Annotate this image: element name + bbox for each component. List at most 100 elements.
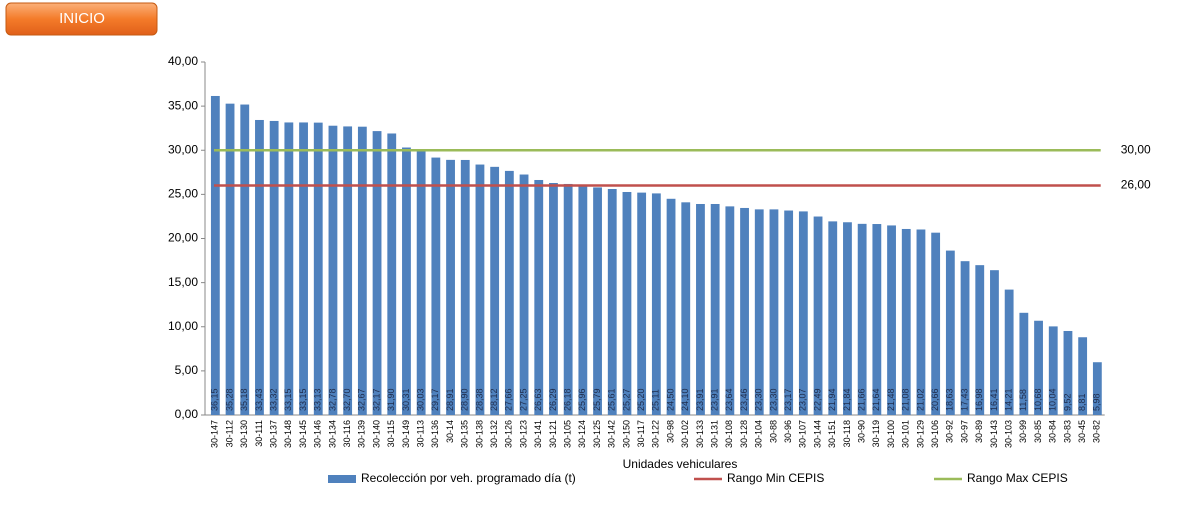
legend-swatch (328, 475, 356, 483)
x-tick-label: 30-140 (371, 420, 381, 448)
value-label: 21,08 (901, 388, 911, 411)
x-tick-label: 30-105 (563, 420, 573, 448)
bar (931, 232, 941, 415)
x-tick-label: 30-84 (1048, 420, 1058, 443)
y-tick-label: 15,00 (168, 275, 198, 289)
bar (857, 223, 867, 415)
x-tick-label: 30-124 (577, 420, 587, 448)
value-label: 33,43 (254, 388, 264, 411)
bar (607, 188, 617, 415)
x-tick-label: 30-118 (842, 420, 852, 447)
bar (372, 131, 382, 416)
x-tick-label: 30-150 (621, 420, 631, 448)
value-label: 23,64 (724, 388, 734, 411)
value-label: 30,31 (401, 388, 411, 411)
value-label: 29,17 (430, 388, 440, 411)
value-label: 23,91 (695, 388, 705, 411)
value-label: 23,91 (710, 388, 720, 411)
x-tick-label: 30-102 (680, 420, 690, 448)
bar (313, 122, 323, 415)
bar (901, 228, 911, 415)
value-label: 10,68 (1033, 388, 1043, 411)
x-tick-label: 30-107 (798, 420, 808, 448)
value-label: 23,30 (754, 388, 764, 411)
value-label: 26,29 (548, 388, 558, 411)
bar (519, 174, 529, 415)
value-label: 16,41 (989, 388, 999, 411)
bar (504, 170, 514, 415)
x-tick-label: 30-45 (1077, 420, 1087, 443)
value-label: 32,70 (342, 388, 352, 411)
x-tick-label: 30-145 (298, 420, 308, 448)
value-label: 24,10 (680, 388, 690, 411)
x-tick-label: 30-128 (739, 420, 749, 448)
x-tick-label: 30-146 (313, 420, 323, 448)
bar (798, 211, 808, 415)
bar (1004, 289, 1014, 415)
x-tick-label: 30-112 (224, 420, 234, 447)
bar (328, 125, 338, 416)
legend-label: Recolección por veh. programado día (t) (361, 471, 576, 485)
x-tick-label: 30-88 (768, 420, 778, 443)
legend-label: Rango Min CEPIS (727, 471, 824, 485)
x-tick-label: 30-133 (695, 420, 705, 448)
y-tick-label: 0,00 (175, 407, 199, 421)
bar (255, 119, 264, 415)
bar (416, 149, 426, 416)
reference-label: 30,00 (1121, 142, 1151, 156)
value-label: 32,67 (357, 388, 367, 411)
x-tick-label: 30-138 (474, 420, 484, 448)
x-tick-label: 30-98 (665, 420, 675, 443)
value-label: 11,58 (1018, 389, 1028, 411)
bar (578, 185, 588, 415)
bar (1034, 320, 1043, 415)
y-tick-label: 10,00 (168, 319, 198, 333)
value-label: 5,98 (1092, 393, 1102, 411)
value-label: 31,90 (386, 388, 396, 411)
bar (269, 120, 279, 416)
value-label: 25,20 (636, 388, 646, 411)
x-tick-label: 30-100 (886, 420, 896, 448)
value-label: 27,25 (518, 388, 528, 411)
bar (813, 216, 823, 415)
bar (387, 133, 397, 416)
value-label: 10,04 (1048, 388, 1058, 411)
value-label: 26,18 (563, 388, 573, 411)
value-label: 8,81 (1077, 393, 1087, 411)
x-tick-label: 30-117 (636, 420, 646, 447)
value-label: 14,21 (1004, 388, 1014, 411)
value-label: 36,15 (210, 388, 220, 411)
x-tick-label: 30-135 (460, 420, 470, 448)
bar (240, 104, 250, 415)
bar (696, 203, 705, 415)
bar (887, 225, 896, 415)
button-bg[interactable] (5, 2, 158, 36)
bar (637, 192, 647, 415)
bar (431, 157, 441, 415)
value-label: 23,07 (798, 388, 808, 411)
x-tick-label: 30-129 (915, 420, 925, 448)
x-tick-label: 30-85 (1033, 420, 1043, 443)
value-label: 23,30 (768, 388, 778, 411)
bar (284, 122, 294, 416)
inicio-button[interactable]: INICIO (5, 2, 158, 36)
bar (784, 210, 794, 415)
x-tick-label: 30-132 (489, 420, 499, 448)
x-tick-label: 30-136 (430, 420, 440, 448)
x-tick-label: 30-103 (1004, 420, 1014, 448)
x-tick-label: 30-97 (959, 420, 969, 443)
bar (872, 224, 882, 415)
bar (563, 183, 573, 415)
x-tick-label: 30-144 (812, 420, 822, 448)
legend-label: Rango Max CEPIS (967, 471, 1068, 485)
bar (475, 164, 485, 415)
x-tick-label: 30-89 (974, 420, 984, 443)
y-tick-label: 5,00 (175, 363, 199, 377)
value-label: 25,11 (651, 389, 661, 411)
value-label: 27,66 (504, 388, 514, 411)
x-tick-label: 30-121 (548, 420, 558, 448)
bar (945, 250, 955, 415)
bar (460, 159, 470, 415)
button-label[interactable]: INICIO (59, 10, 105, 27)
